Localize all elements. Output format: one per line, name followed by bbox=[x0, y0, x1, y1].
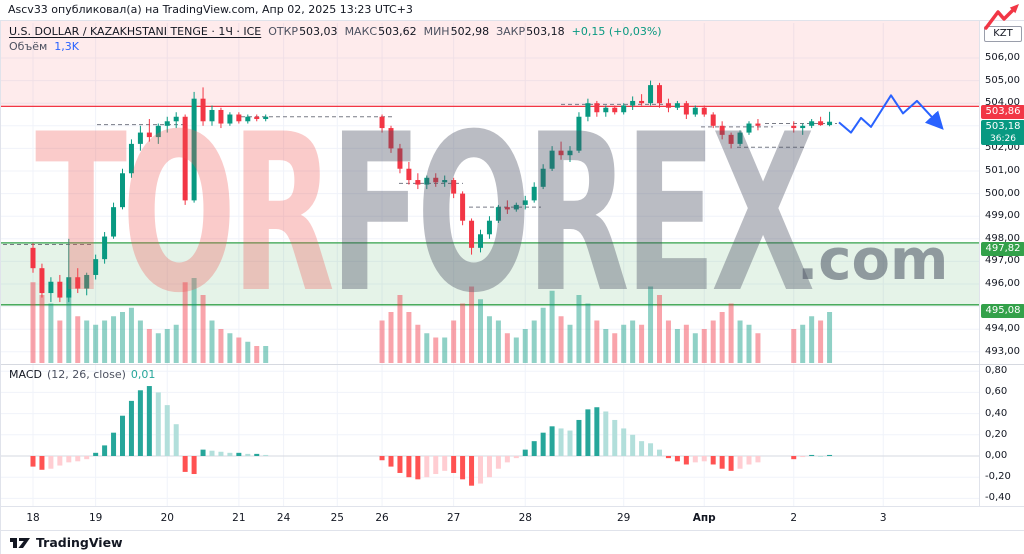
price-axis-label: 505,00 bbox=[985, 74, 1020, 86]
time-axis-label: 27 bbox=[446, 512, 461, 524]
time-axis-label: 21 bbox=[232, 512, 246, 524]
macd-value: 0,01 bbox=[130, 368, 156, 381]
price-scale[interactable]: KZT 506,00 505,00 504,00 502,00 501,00 500,00… bbox=[979, 21, 1024, 506]
macd-legend: MACD (12, 26, close) 0,01 bbox=[9, 368, 155, 381]
tradingview-brand-text: TradingView bbox=[36, 535, 123, 550]
macd-axis-label: 0,60 bbox=[985, 386, 1008, 398]
footer-bar: TradingView bbox=[1, 530, 1024, 554]
price-axis-label: 498,00 bbox=[985, 232, 1020, 244]
candles-layer bbox=[30, 80, 833, 303]
grid-layer bbox=[1, 23, 979, 506]
tradingview-logo-icon bbox=[10, 537, 30, 548]
low-value: 502,98 bbox=[450, 25, 490, 38]
macd-axis-label: -0,20 bbox=[985, 471, 1011, 483]
price-axis-label: 496,00 bbox=[985, 278, 1020, 289]
time-axis-label: 26 bbox=[375, 512, 389, 524]
macd-axis-label: -0,40 bbox=[985, 492, 1011, 504]
open-value: 503,03 bbox=[299, 25, 338, 38]
price-axis-label: 502,00 bbox=[985, 142, 1020, 154]
currency-toggle[interactable]: KZT bbox=[984, 26, 1022, 42]
chart-widget: TORFOREX .com U.S. DOLLAR / KAZAKHSTANI T… bbox=[0, 20, 1024, 554]
time-axis-label: Апр bbox=[692, 512, 716, 524]
time-axis-label: 2 bbox=[790, 512, 798, 524]
macd-params: (12, 26, close) bbox=[46, 368, 126, 381]
price-axis-label: 501,00 bbox=[985, 165, 1020, 176]
price-axis-label: 494,00 bbox=[985, 323, 1020, 335]
close-label: ЗАКР bbox=[496, 25, 526, 38]
price-badge-support: 495,08 bbox=[981, 303, 1024, 318]
forecast-arrow bbox=[838, 94, 944, 134]
macd-axis-label: 0,40 bbox=[985, 407, 1008, 419]
time-scale[interactable]: 18 19 20 21 24 25 26 27 28 29 Апр 2 3 bbox=[1, 506, 1024, 530]
price-badge-last: 503,18 36:26 bbox=[981, 120, 1024, 146]
time-axis-label: 3 bbox=[879, 512, 887, 524]
macd-axis-label: 0,80 bbox=[985, 365, 1008, 377]
badge-price: 503,86 bbox=[985, 106, 1021, 118]
macd-name: MACD bbox=[9, 368, 42, 381]
volume-value: 1,3K bbox=[54, 40, 79, 53]
chart-plot-area[interactable]: TORFOREX.com bbox=[1, 21, 979, 506]
time-axis-label: 25 bbox=[330, 512, 344, 524]
badge-price: 497,82 bbox=[985, 242, 1021, 254]
price-badge-support: 497,82 bbox=[981, 241, 1024, 256]
price-axis-label: 506,00 bbox=[985, 52, 1020, 63]
macd-axis-label: 0,20 bbox=[985, 428, 1008, 440]
tradingview-logo-link[interactable]: TradingView bbox=[9, 535, 123, 551]
price-badge-resistance: 503,86 bbox=[981, 105, 1024, 120]
pane-separator[interactable] bbox=[1, 364, 1024, 365]
publish-info-bar: Ascv33 опубликовал(а) на TradingView.com… bbox=[0, 0, 1024, 20]
trend-up-arrow-icon bbox=[984, 4, 1019, 30]
time-axis-label: 18 bbox=[26, 512, 40, 524]
low-label: МИН bbox=[423, 25, 450, 38]
high-value: 503,62 bbox=[378, 25, 417, 38]
publish-info-text: Ascv33 опубликовал(а) на TradingView.com… bbox=[8, 3, 413, 16]
svg-text:TORFOREX: TORFOREX bbox=[35, 87, 813, 341]
badge-price: 495,08 bbox=[985, 304, 1021, 316]
time-axis-label: 29 bbox=[617, 512, 631, 524]
level-zones-layer bbox=[1, 21, 979, 306]
time-axis-label: 28 bbox=[518, 512, 532, 524]
price-axis-label: 493,00 bbox=[985, 345, 1020, 357]
high-label: МАКС bbox=[344, 25, 378, 38]
price-axis-label: 504,00 bbox=[985, 97, 1020, 109]
chart-legend: U.S. DOLLAR / KAZAKHSTANI TENGE · 1Ч · I… bbox=[9, 24, 662, 54]
close-value: 503,18 bbox=[526, 25, 565, 38]
watermark-torforex: TORFOREX.com bbox=[35, 87, 948, 341]
volume-layer bbox=[30, 278, 833, 363]
time-axis-label: 19 bbox=[88, 512, 103, 524]
macd-layer bbox=[30, 386, 833, 486]
macd-axis-label: 0,00 bbox=[985, 450, 1008, 461]
price-axis-label: 500,00 bbox=[985, 187, 1020, 199]
volume-label: Объём bbox=[9, 40, 48, 53]
svg-text:.com: .com bbox=[797, 228, 948, 293]
time-axis-label: 20 bbox=[160, 512, 174, 524]
price-axis-label: 499,00 bbox=[985, 210, 1020, 222]
badge-price: 503,18 bbox=[985, 121, 1021, 133]
time-axis-label: 24 bbox=[276, 512, 291, 524]
badge-countdown: 36:26 bbox=[990, 134, 1016, 145]
open-label: ОТКР bbox=[268, 25, 299, 38]
price-axis-label: 497,00 bbox=[985, 255, 1020, 267]
price-change: +0,15 (+0,03%) bbox=[571, 25, 662, 38]
symbol-link[interactable]: U.S. DOLLAR / KAZAKHSTANI TENGE · 1Ч · I… bbox=[9, 25, 262, 38]
